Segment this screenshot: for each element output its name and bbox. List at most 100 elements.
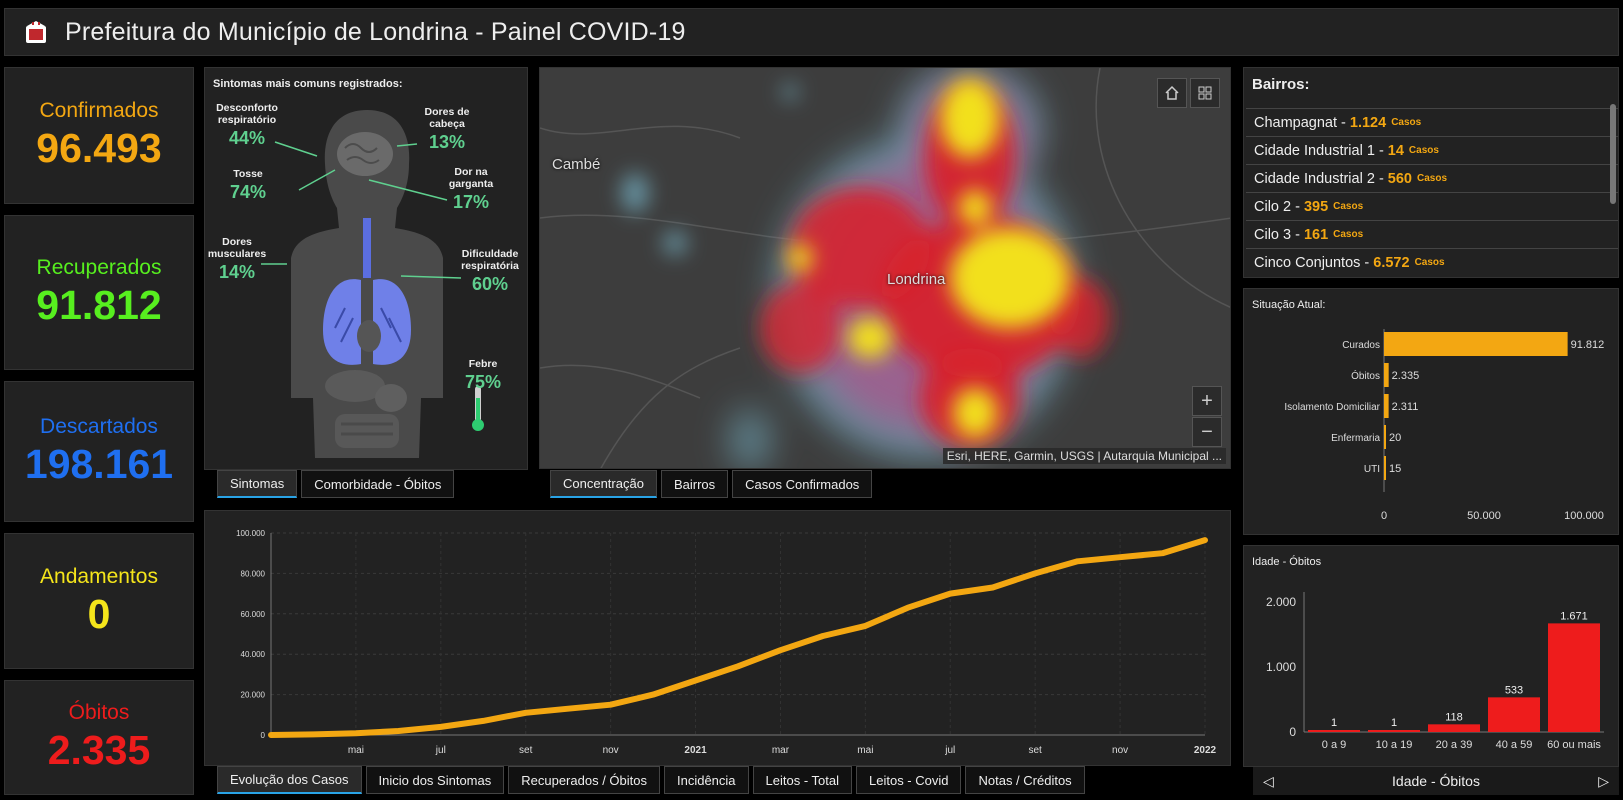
- tick-label: 1.000: [1266, 660, 1296, 674]
- tab-notas-creditos[interactable]: Notas / Créditos: [965, 766, 1085, 794]
- bar: [1384, 363, 1389, 387]
- map-attribution: Esri, HERE, Garmin, USGS | Autarquia Mun…: [942, 448, 1226, 464]
- data-label: 2.311: [1392, 401, 1419, 413]
- data-label: 118: [1445, 711, 1463, 723]
- situacao-title: Situação Atual:: [1252, 299, 1326, 311]
- bar: [1384, 394, 1389, 418]
- tab-comorbidade[interactable]: Comorbidade - Óbitos: [301, 470, 455, 498]
- tick-label: 2022: [1194, 745, 1217, 756]
- prev-arrow-icon[interactable]: ◁: [1263, 772, 1274, 789]
- tab-leitos-covid[interactable]: Leitos - Covid: [856, 766, 962, 794]
- evolution-panel: 0 20.000 40.000 60.000 80.000 100.000 mai jul se…: [204, 510, 1231, 766]
- tick-label: mai: [857, 745, 873, 756]
- list-item[interactable]: Cilo 3 -161 Casos: [1246, 220, 1618, 248]
- zoom-in-button[interactable]: +: [1192, 386, 1222, 416]
- tab-casos-confirmados[interactable]: Casos Confirmados: [732, 470, 873, 498]
- tick-label: 100.000: [1564, 510, 1604, 522]
- list-item[interactable]: Champagnat -1.124 Casos: [1246, 108, 1618, 136]
- tick-label: 60.000: [241, 610, 266, 619]
- next-arrow-icon[interactable]: ▷: [1598, 772, 1609, 789]
- tab-incidencia[interactable]: Incidência: [663, 766, 749, 794]
- category-label: Óbitos: [1351, 369, 1380, 382]
- body-illustration: [261, 110, 484, 458]
- tick-label: 2.000: [1266, 595, 1296, 609]
- bairros-scrollbar[interactable]: [1610, 104, 1616, 204]
- tick-label: 50.000: [1467, 510, 1501, 522]
- tick-label: 0: [1381, 510, 1387, 522]
- stat-card-andamentos: Andamentos 0: [4, 533, 194, 669]
- tab-inicio-sintomas[interactable]: Inicio dos Sintomas: [365, 766, 505, 794]
- stat-value: 91.812: [36, 282, 162, 328]
- category-label: 40 a 59: [1496, 739, 1533, 751]
- tab-leitos-total[interactable]: Leitos - Total: [752, 766, 852, 794]
- symptoms-tabs: Sintomas Comorbidade - Óbitos: [217, 470, 455, 498]
- category-label: 10 a 19: [1376, 739, 1413, 751]
- data-label: 2.335: [1392, 370, 1420, 382]
- tab-sintomas[interactable]: Sintomas: [217, 470, 298, 498]
- map-canvas: [540, 68, 1230, 468]
- data-label: 91.812: [1571, 339, 1605, 351]
- map-label-londrina: Londrina: [887, 271, 946, 288]
- symptom-dores-cabeca: Dores de cabeça 13%: [424, 106, 470, 152]
- bairros-panel: Bairros: Champagnat -1.124 Casos Cidade I…: [1243, 67, 1619, 278]
- page-title: Prefeitura do Município de Londrina - Pa…: [65, 17, 686, 46]
- basemap-gallery-icon[interactable]: [1190, 78, 1220, 108]
- category-label: Isolamento Domiciliar: [1284, 402, 1380, 413]
- evolution-tabs: Evolução dos Casos Inicio dos Sintomas R…: [217, 766, 1085, 794]
- zoom-out-button[interactable]: −: [1192, 417, 1222, 447]
- symptoms-title: Sintomas mais comuns registrados:: [213, 78, 403, 90]
- series-line: [268, 537, 1208, 738]
- tick-label: nov: [603, 745, 619, 756]
- stat-card-descartados: Descartados 198.161: [4, 381, 194, 522]
- tick-label: 40.000: [241, 650, 266, 659]
- tab-concentracao[interactable]: Concentração: [550, 470, 657, 498]
- category-label: UTI: [1364, 464, 1380, 475]
- bar: [1548, 623, 1600, 732]
- tick-label: jul: [944, 745, 955, 756]
- tick-label: 80.000: [241, 569, 266, 578]
- data-label: 1.671: [1560, 610, 1588, 622]
- tick-label: 0: [1289, 725, 1296, 739]
- tick-label: 2021: [684, 745, 707, 756]
- tab-recuperados-obitos[interactable]: Recuperados / Óbitos: [508, 766, 660, 794]
- data-label: 1: [1391, 717, 1397, 729]
- category-label: 0 a 9: [1322, 739, 1346, 751]
- stat-value: 96.493: [36, 125, 162, 171]
- bar: [1384, 456, 1386, 480]
- tick-label: set: [1029, 745, 1043, 756]
- tick-label: mai: [348, 745, 364, 756]
- bairros-title: Bairros:: [1252, 76, 1310, 93]
- tick-label: 20.000: [241, 691, 266, 700]
- data-label: 15: [1389, 463, 1401, 475]
- list-item[interactable]: Cidade Industrial 2 -560 Casos: [1246, 164, 1618, 192]
- evolution-chart: 0 20.000 40.000 60.000 80.000 100.000 mai jul se…: [236, 529, 1217, 756]
- tick-label: nov: [1112, 745, 1128, 756]
- bairros-list[interactable]: Champagnat -1.124 Casos Cidade Industrial…: [1246, 108, 1618, 276]
- stat-card-recuperados: Recuperados 91.812: [4, 215, 194, 370]
- idade-footer: ◁ Idade - Óbitos ▷: [1253, 767, 1619, 795]
- list-item[interactable]: Cilo 2 -395 Casos: [1246, 192, 1618, 220]
- situacao-chart: Curados 91.812 Óbitos 2.335 Isolamento Domic…: [1284, 329, 1605, 522]
- list-item[interactable]: Cinco Conjuntos -6.572 Casos: [1246, 248, 1618, 276]
- category-label: Curados: [1342, 340, 1380, 351]
- bar: [1428, 724, 1480, 732]
- list-item[interactable]: Cidade Industrial 1 -14 Casos: [1246, 136, 1618, 164]
- data-label: 1: [1331, 717, 1337, 729]
- heatmap-map[interactable]: Cambé Londrina + − Esri, HERE, Garmin, U…: [539, 67, 1231, 469]
- stat-value: 2.335: [47, 727, 151, 773]
- stat-label: Óbitos: [68, 701, 130, 724]
- home-icon[interactable]: [1157, 78, 1187, 108]
- header-bar: Prefeitura do Município de Londrina - Pa…: [4, 8, 1619, 56]
- symptom-desconforto: Desconforto respiratório 44%: [216, 102, 278, 148]
- map-tabs: Concentração Bairros Casos Confirmados: [550, 470, 873, 498]
- tick-label: jul: [435, 745, 446, 756]
- data-label: 533: [1505, 684, 1523, 696]
- symptom-dores-musculares: Dores musculares 14%: [207, 236, 267, 282]
- symptom-dor-garganta: Dor na garganta 17%: [448, 166, 494, 212]
- category-label: Enfermaria: [1331, 433, 1380, 444]
- situacao-panel: Situação Atual: Curados 91.812 Óbitos 2.335…: [1243, 288, 1619, 535]
- tab-evolucao[interactable]: Evolução dos Casos: [217, 766, 362, 794]
- symptom-tosse: Tosse 74%: [229, 168, 267, 202]
- tab-bairros[interactable]: Bairros: [660, 470, 729, 498]
- symptoms-panel: Sintomas mais comuns registrados:: [204, 67, 528, 470]
